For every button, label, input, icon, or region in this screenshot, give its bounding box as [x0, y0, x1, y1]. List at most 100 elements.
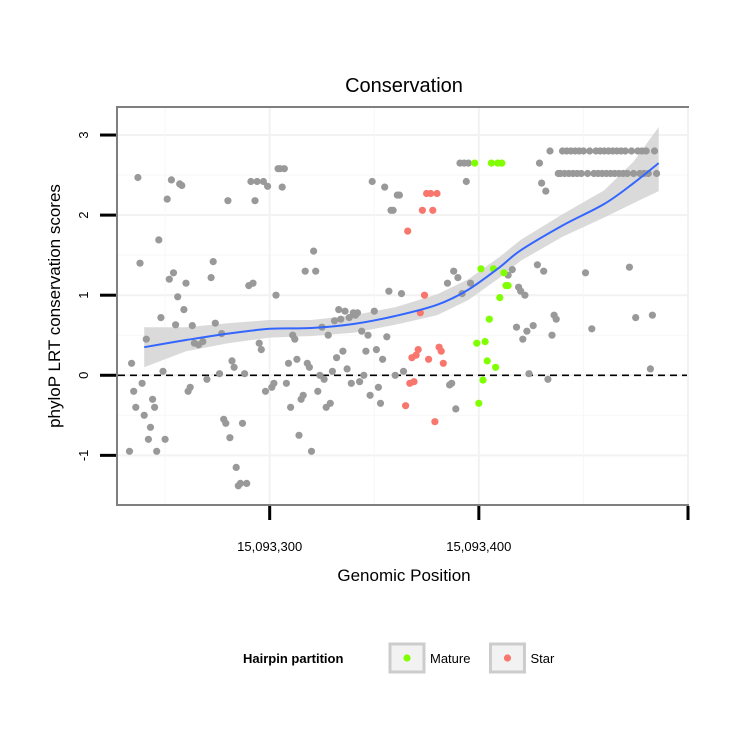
data-point-other	[621, 147, 629, 155]
data-point-other	[291, 335, 299, 343]
data-point-other	[379, 355, 387, 363]
y-tick-label: 0	[76, 372, 91, 379]
data-point-other	[299, 391, 307, 399]
data-point-star	[410, 378, 418, 386]
y-tick-label: 1	[76, 292, 91, 299]
data-point-other	[172, 321, 180, 329]
data-point-other	[178, 181, 186, 190]
data-point-other	[512, 323, 521, 331]
data-point-mature	[475, 399, 483, 407]
data-point-other	[579, 147, 588, 155]
data-point-other	[314, 387, 322, 395]
data-point-other	[642, 147, 650, 155]
data-point-other	[368, 177, 376, 186]
data-point-other	[347, 379, 355, 387]
data-point-other	[533, 261, 542, 269]
data-point-other	[247, 177, 255, 186]
chart-title: Conservation	[345, 75, 463, 97]
data-point-star	[439, 359, 447, 367]
y-tick-label: -1	[76, 450, 91, 462]
data-point-other	[366, 391, 374, 399]
data-point-other	[224, 197, 232, 205]
data-point-other	[209, 258, 217, 266]
data-point-other	[328, 367, 336, 375]
data-point-other	[552, 315, 560, 323]
data-point-mature	[487, 159, 495, 167]
data-point-other	[320, 375, 328, 383]
data-point-other	[581, 269, 590, 277]
data-point-other	[284, 359, 293, 367]
legend: Hairpin partition Mature Star	[243, 642, 555, 674]
data-point-star	[402, 402, 410, 410]
data-point-other	[199, 338, 207, 346]
data-point-other	[389, 206, 397, 214]
data-point-other	[623, 169, 631, 178]
data-point-other	[259, 177, 267, 186]
data-point-other	[149, 395, 157, 403]
data-point-star	[429, 206, 437, 214]
data-point-other	[207, 274, 215, 282]
data-point-other	[464, 159, 472, 167]
data-point-other	[144, 435, 152, 443]
data-point-other	[232, 463, 240, 471]
grid	[118, 108, 689, 504]
data-point-other	[310, 247, 318, 255]
data-point-other	[646, 365, 655, 373]
data-point-other	[278, 183, 286, 191]
data-point-other	[282, 379, 290, 387]
smooth-trend-line	[144, 162, 660, 349]
legend-label-mature: Mature	[430, 651, 470, 666]
data-point-other	[243, 479, 251, 487]
data-point-other	[215, 370, 224, 378]
data-point-other	[353, 309, 362, 317]
x-tick-label: 15,093,300	[237, 539, 302, 554]
data-point-other	[362, 347, 370, 355]
data-point-other	[280, 165, 288, 173]
data-point-other	[174, 293, 182, 301]
data-point-other	[182, 279, 190, 287]
data-point-other	[295, 431, 303, 439]
data-point-other	[648, 311, 657, 319]
data-point-other	[333, 354, 341, 362]
data-point-star	[433, 189, 441, 198]
data-point-other	[161, 435, 169, 443]
data-point-other	[466, 279, 475, 287]
data-point-mature	[492, 363, 500, 371]
y-axis: -1 0 1 2 3	[76, 131, 116, 461]
x-tick-label: 15,093,400	[446, 539, 511, 554]
data-point-other	[538, 179, 546, 187]
data-point-other	[395, 191, 403, 199]
data-point-other	[548, 331, 556, 339]
data-point-other	[523, 327, 531, 335]
data-point-other	[454, 274, 462, 282]
data-point-star	[412, 351, 420, 359]
data-point-other	[391, 371, 399, 379]
data-point-other	[157, 314, 165, 322]
data-point-star	[414, 346, 422, 354]
data-point-other	[203, 375, 211, 383]
series-mature	[471, 159, 512, 407]
data-point-mature	[500, 269, 508, 277]
x-axis: 15,093,300 15,093,400	[237, 506, 690, 554]
data-point-other	[155, 236, 163, 244]
data-point-other	[287, 403, 295, 411]
data-point-other	[372, 346, 380, 354]
data-point-other	[272, 291, 280, 299]
data-point-mature	[477, 265, 485, 273]
data-point-other	[370, 307, 378, 315]
legend-key-star	[503, 654, 512, 662]
data-point-other	[399, 367, 408, 375]
data-point-other	[535, 159, 544, 167]
data-point-other	[385, 287, 393, 295]
data-point-other	[335, 306, 343, 314]
data-point-other	[374, 383, 382, 391]
data-point-star	[431, 418, 439, 426]
data-point-other	[165, 275, 173, 283]
data-point-other	[443, 279, 452, 287]
data-point-star	[418, 206, 426, 214]
data-point-other	[588, 325, 596, 333]
data-point-other	[163, 195, 171, 203]
data-point-other	[307, 447, 316, 455]
data-point-star	[420, 291, 429, 299]
